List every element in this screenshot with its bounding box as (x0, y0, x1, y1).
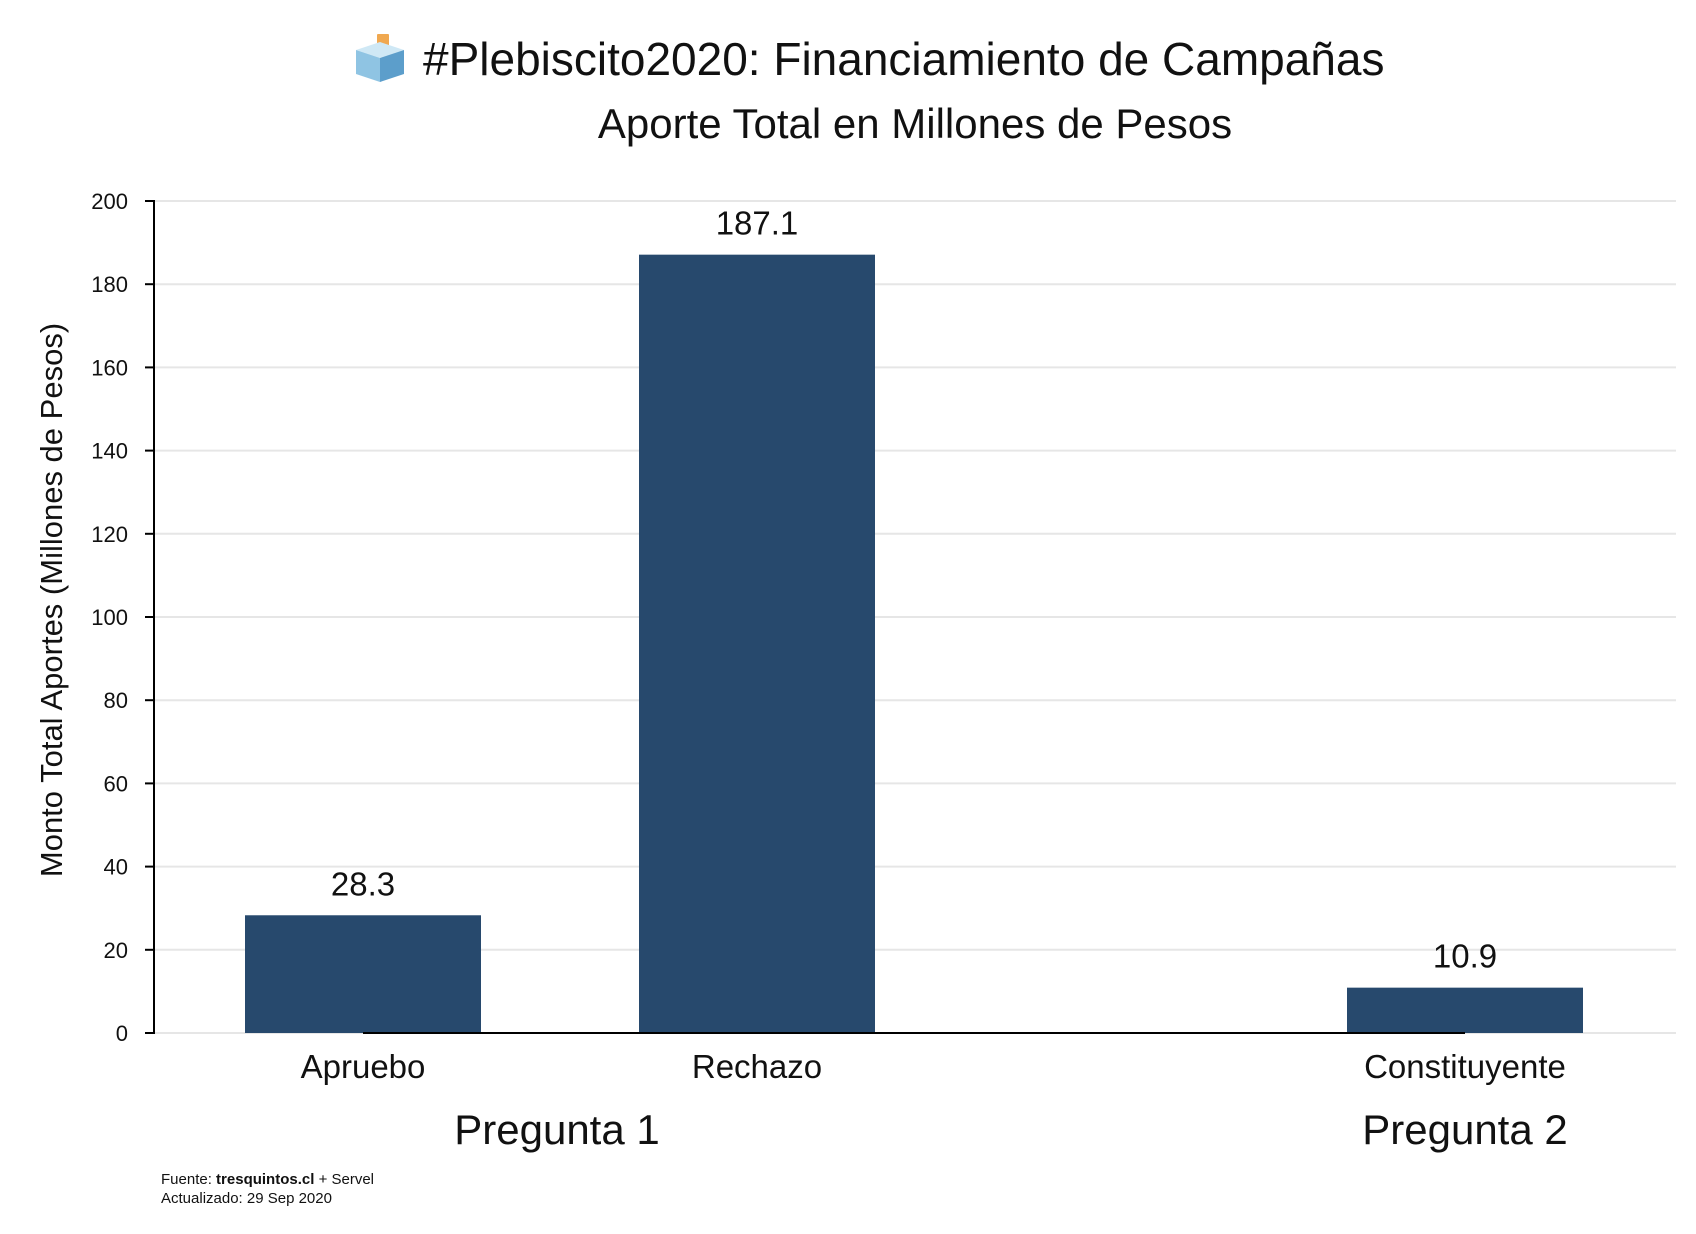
footnote-source: Fuente: tresquintos.cl + Servel (161, 1171, 374, 1188)
bar-rechazo (639, 254, 875, 1033)
group-labels: Pregunta 1 Pregunta 2 (454, 1106, 1568, 1153)
y-tick-label: 20 (104, 938, 128, 963)
y-tick-label: 160 (91, 355, 128, 380)
x-tick-label: Constituyente (1364, 1048, 1566, 1085)
value-labels: 28.3 187.1 10.9 (331, 205, 1497, 975)
y-tick-label: 200 (91, 189, 128, 214)
y-tick-label: 140 (91, 439, 128, 464)
ballot-box-left (356, 50, 380, 82)
y-tick-label: 0 (116, 1021, 128, 1046)
x-tick-label: Apruebo (301, 1048, 426, 1085)
category-labels: Apruebo Rechazo Constituyente (301, 1048, 1566, 1085)
bar-constituyente (1347, 987, 1583, 1033)
footnote-source-suffix: + Servel (314, 1171, 374, 1188)
y-tick-label: 100 (91, 605, 128, 630)
footnote-updated: Actualizado: 29 Sep 2020 (161, 1190, 332, 1207)
value-label: 10.9 (1433, 938, 1497, 975)
bars (245, 254, 1583, 1033)
group-label: Pregunta 1 (454, 1106, 660, 1153)
ballot-box-icon (356, 34, 404, 82)
y-tick-label: 120 (91, 522, 128, 547)
chart-subtitle: Aporte Total en Millones de Pesos (598, 100, 1232, 147)
y-tick-label: 60 (104, 771, 128, 796)
x-tick-label: Rechazo (692, 1048, 822, 1085)
y-tick-label: 40 (104, 855, 128, 880)
y-tick-label: 180 (91, 272, 128, 297)
value-label: 187.1 (716, 205, 799, 242)
grid-lines (154, 200, 1676, 1034)
ballot-box-right (380, 50, 404, 82)
y-axis: 0 20 40 60 80 100 120 140 160 180 200 (91, 189, 155, 1046)
footnote-source-site: tresquintos.cl (216, 1171, 314, 1188)
chart-title: #Plebiscito2020: Financiamiento de Campa… (423, 33, 1384, 85)
y-axis-title: Monto Total Aportes (Millones de Pesos) (34, 323, 69, 877)
y-tick-label: 80 (104, 688, 128, 713)
value-label: 28.3 (331, 865, 395, 902)
footnote-source-prefix: Fuente: (161, 1171, 216, 1188)
bar-apruebo (245, 915, 481, 1033)
group-label: Pregunta 2 (1362, 1106, 1568, 1153)
